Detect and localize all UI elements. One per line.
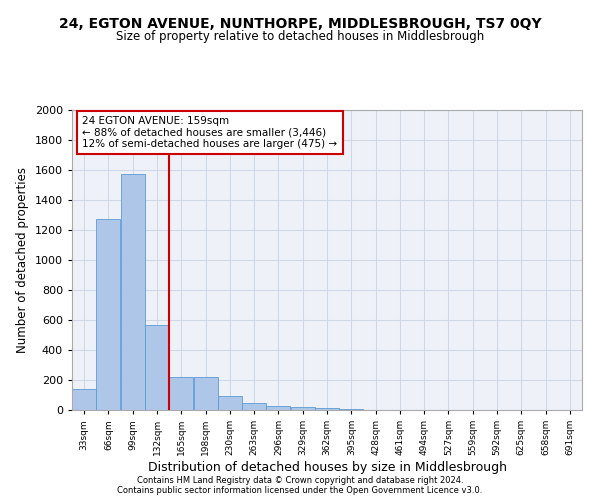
Bar — [194, 377, 218, 410]
Text: Contains HM Land Registry data © Crown copyright and database right 2024.: Contains HM Land Registry data © Crown c… — [137, 476, 463, 485]
Y-axis label: Number of detached properties: Number of detached properties — [16, 167, 29, 353]
Bar — [145, 325, 169, 410]
Bar — [340, 409, 363, 410]
Text: Size of property relative to detached houses in Middlesbrough: Size of property relative to detached ho… — [116, 30, 484, 43]
Bar — [242, 402, 266, 410]
X-axis label: Distribution of detached houses by size in Middlesbrough: Distribution of detached houses by size … — [148, 461, 506, 474]
Text: Contains public sector information licensed under the Open Government Licence v3: Contains public sector information licen… — [118, 486, 482, 495]
Text: 24 EGTON AVENUE: 159sqm
← 88% of detached houses are smaller (3,446)
12% of semi: 24 EGTON AVENUE: 159sqm ← 88% of detache… — [82, 116, 337, 149]
Bar — [97, 219, 121, 410]
Bar — [315, 408, 339, 410]
Bar — [291, 407, 314, 410]
Bar — [121, 174, 145, 410]
Text: 24, EGTON AVENUE, NUNTHORPE, MIDDLESBROUGH, TS7 0QY: 24, EGTON AVENUE, NUNTHORPE, MIDDLESBROU… — [59, 18, 541, 32]
Bar — [169, 377, 193, 410]
Bar — [72, 389, 96, 410]
Bar — [266, 406, 290, 410]
Bar — [218, 396, 242, 410]
